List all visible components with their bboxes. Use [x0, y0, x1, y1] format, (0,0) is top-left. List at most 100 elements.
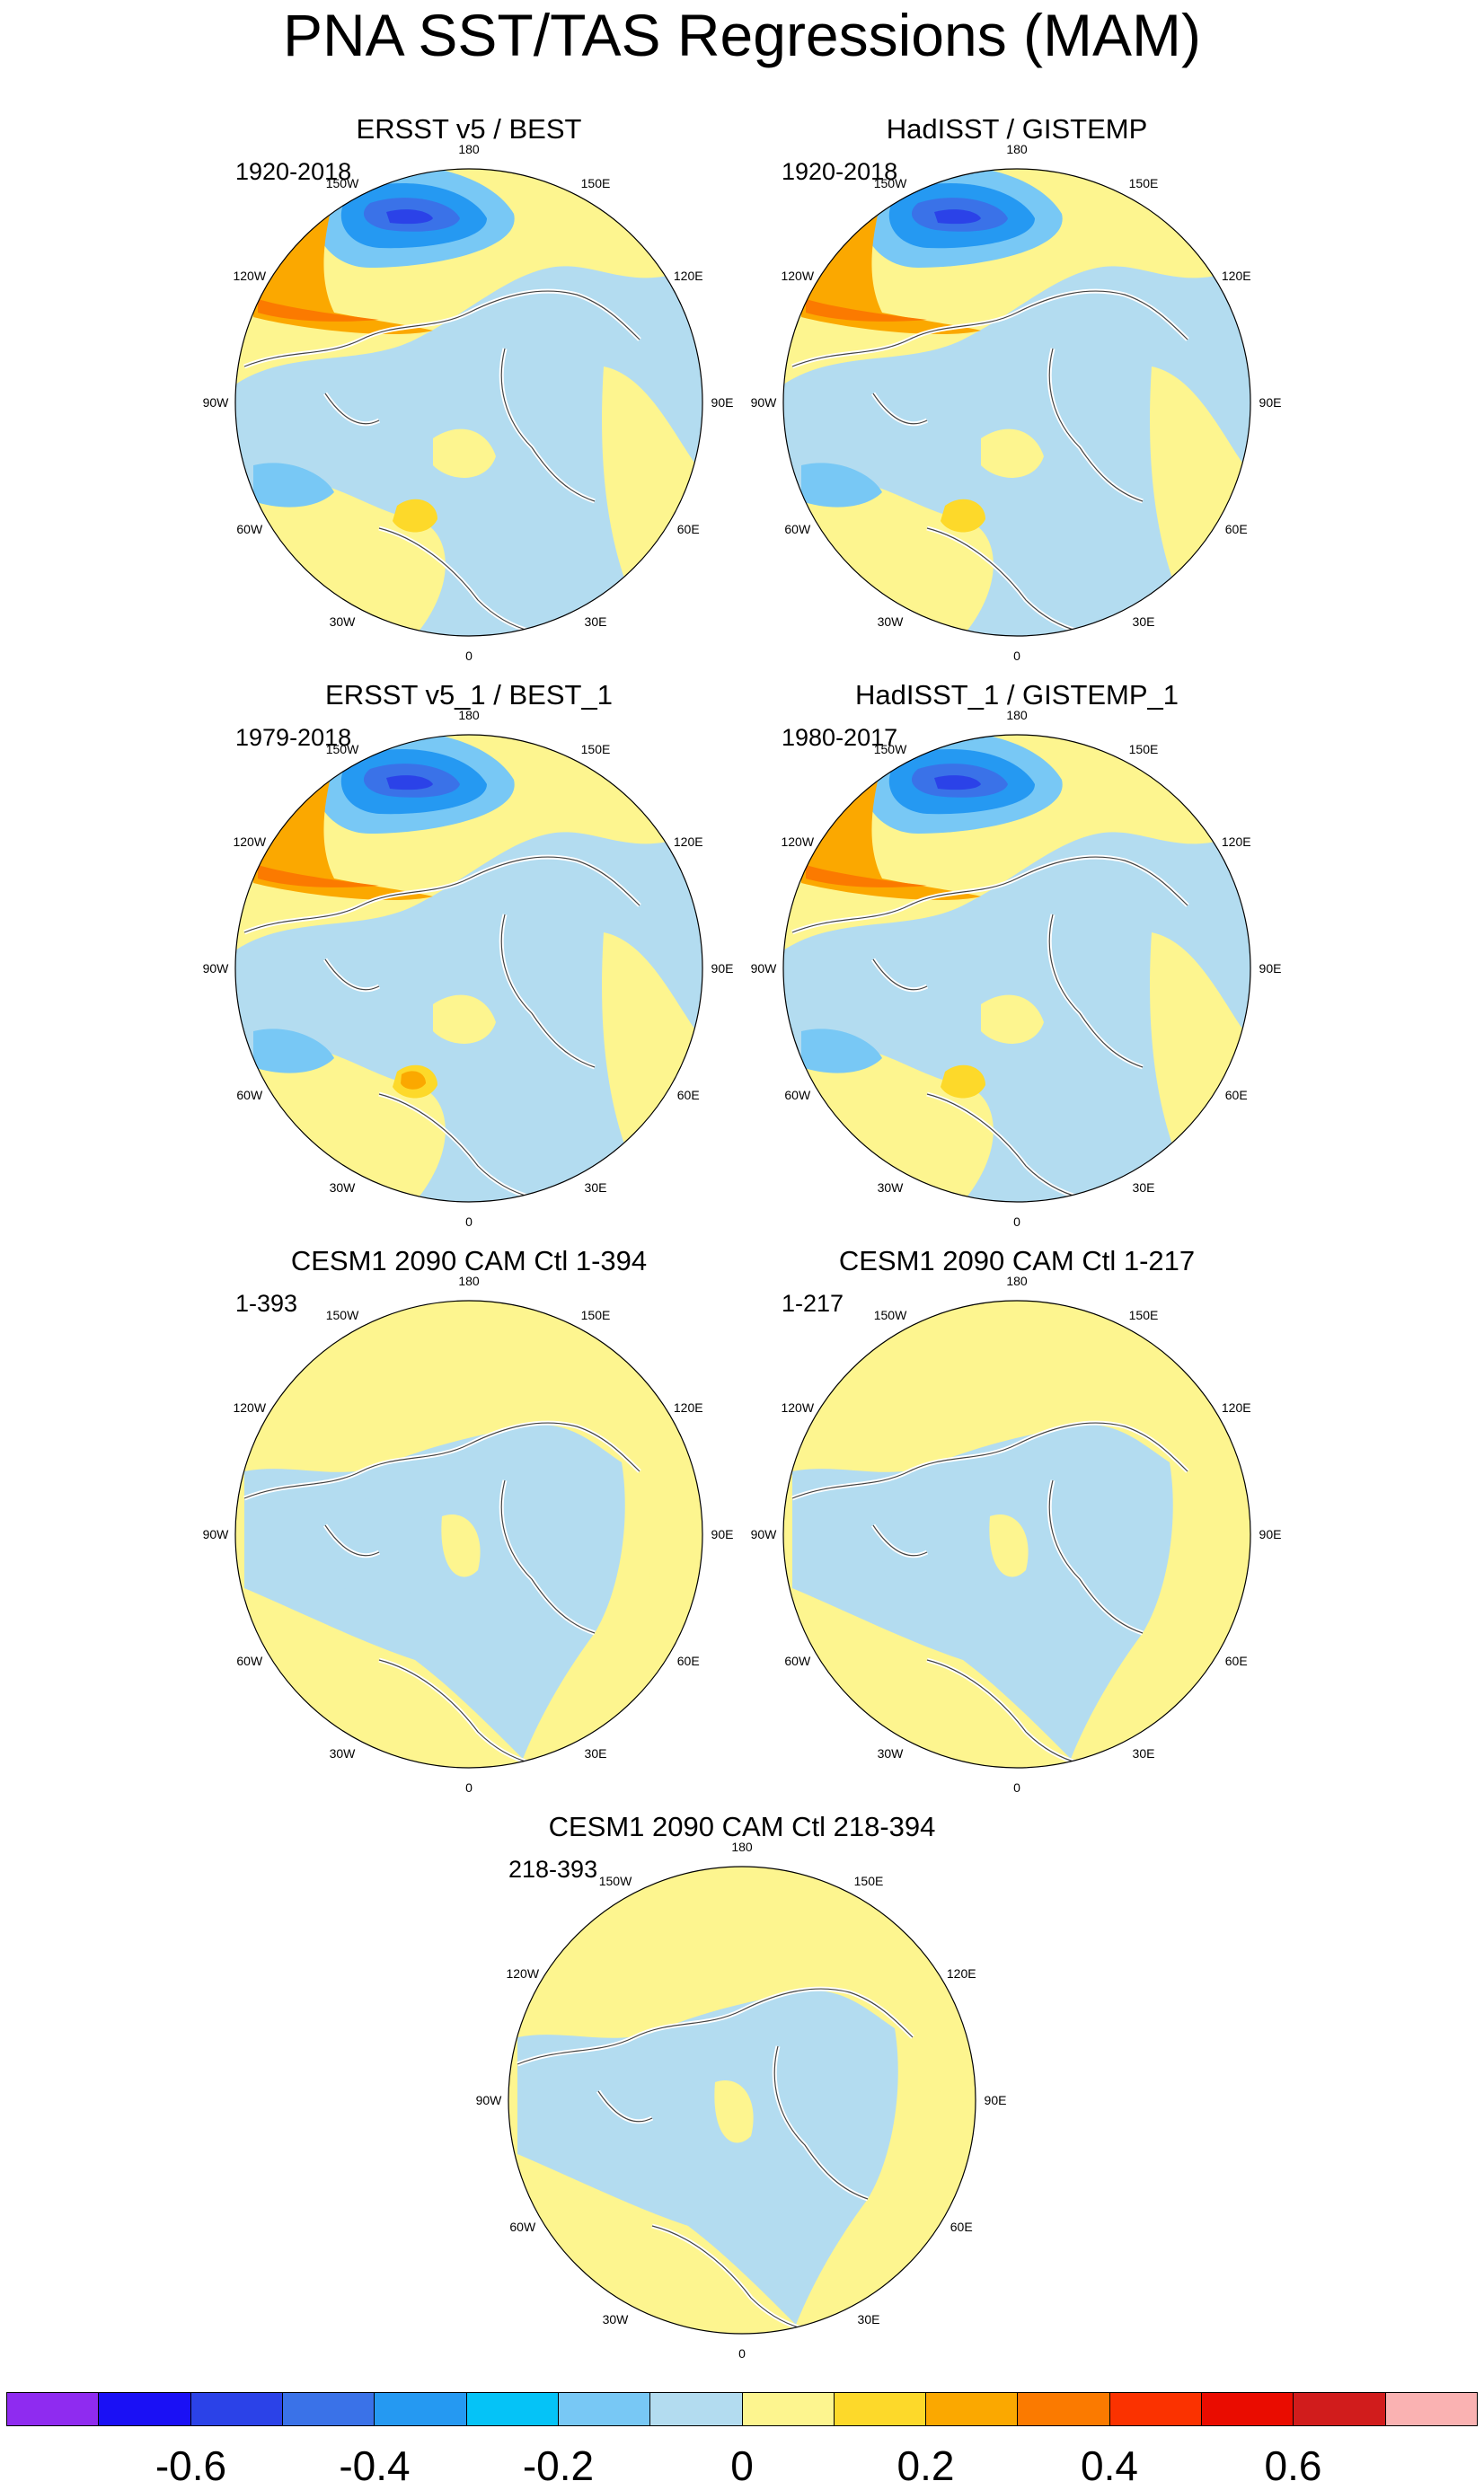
coastline	[517, 1988, 914, 2330]
panel-period: 1-217	[782, 1290, 844, 1317]
longitude-label: 60E	[950, 2220, 973, 2234]
warm-region	[714, 2080, 754, 2143]
longitude-label: 90W	[750, 961, 777, 976]
longitude-label: 180	[458, 708, 480, 722]
longitude-label: 30E	[1132, 1180, 1155, 1196]
warm-region	[806, 865, 927, 887]
longitude-label: 60W	[236, 1654, 263, 1668]
longitude-label: 60W	[784, 522, 811, 536]
cool-region	[881, 1498, 999, 1597]
panel-title: CESM1 2090 CAM Ctl 1-394	[290, 1245, 648, 1276]
longitude-label: 60E	[1224, 1088, 1248, 1102]
longitude-label: 90E	[1259, 1527, 1282, 1541]
color-swatch	[282, 2393, 375, 2425]
color-swatch	[742, 2393, 835, 2425]
cold-region	[801, 463, 882, 508]
longitude-label: 60E	[1224, 522, 1248, 536]
warm-region	[622, 1453, 698, 1536]
longitude-label: 150E	[1128, 741, 1159, 756]
panel-title: CESM1 2090 CAM Ctl 218-394	[548, 1811, 936, 1842]
color-legend-tick: 0.6	[1264, 2442, 1322, 2489]
longitude-label: 120E	[673, 834, 703, 849]
longitude-label: 150W	[325, 175, 359, 190]
color-swatch	[190, 2393, 283, 2425]
longitude-label: 180	[458, 1274, 480, 1288]
longitude-label: 60W	[509, 2220, 536, 2234]
map-border	[782, 1300, 1251, 1769]
warm-region	[981, 428, 1044, 478]
longitude-label: 0	[1013, 1214, 1020, 1229]
cool-region	[606, 2064, 724, 2163]
color-swatch	[834, 2393, 927, 2425]
longitude-label: 30E	[1132, 1746, 1155, 1762]
longitude-label: 60E	[676, 1654, 700, 1668]
longitude-label: 120E	[946, 1966, 976, 1981]
longitude-label: 180	[1006, 1274, 1028, 1288]
longitude-label: 90E	[984, 2093, 1007, 2107]
longitude-label: 30W	[329, 614, 356, 630]
color-swatch	[1294, 2393, 1386, 2425]
map-field	[235, 1301, 702, 1768]
warm-region	[258, 865, 379, 887]
longitude-label: 90W	[475, 2093, 502, 2107]
longitude-label: 150E	[853, 1873, 884, 1888]
longitude-label: 120W	[233, 1400, 267, 1415]
panel-period: 218-393	[508, 1856, 598, 1883]
cold-region	[801, 1029, 882, 1073]
longitude-label: 30E	[584, 614, 607, 630]
longitude-label: 180	[458, 142, 480, 156]
longitude-label: 30E	[857, 2312, 880, 2327]
color-swatch	[650, 2393, 743, 2425]
longitude-label: 180	[1006, 142, 1028, 156]
longitude-label: 150E	[580, 175, 611, 190]
longitude-label: 60E	[1224, 1654, 1248, 1668]
longitude-label: 60W	[236, 1088, 263, 1102]
cold-region	[386, 209, 433, 225]
color-legend-tick: -0.2	[522, 2442, 595, 2489]
longitude-label: 150E	[1128, 1307, 1159, 1322]
polar-map	[782, 1300, 1251, 1769]
color-swatch	[558, 2393, 651, 2425]
longitude-label: 150W	[873, 1307, 907, 1322]
longitude-label: 30W	[877, 614, 904, 630]
cold-region	[253, 463, 334, 508]
longitude-label: 120E	[673, 1400, 703, 1415]
warm-region	[895, 2019, 971, 2102]
longitude-label: 180	[1006, 708, 1028, 722]
longitude-label: 90E	[711, 1527, 734, 1541]
longitude-label: 150W	[598, 1873, 632, 1888]
longitude-label: 90W	[750, 1527, 777, 1541]
cold-region	[386, 775, 433, 790]
warm-region	[1170, 1453, 1246, 1536]
longitude-label: 0	[465, 1214, 473, 1229]
longitude-label: 90E	[711, 395, 734, 410]
longitude-label: 120W	[781, 269, 815, 283]
longitude-label: 150E	[580, 1307, 611, 1322]
warm-region	[258, 299, 379, 322]
longitude-label: 0	[738, 2346, 746, 2361]
panel-title: ERSST v5 / BEST	[356, 113, 582, 145]
coastline	[791, 856, 1188, 1198]
warm-region	[433, 994, 496, 1044]
longitude-label: 180	[731, 1840, 753, 1854]
longitude-label: 60W	[236, 522, 263, 536]
longitude-label: 90W	[202, 1527, 229, 1541]
longitude-label: 30W	[329, 1746, 356, 1762]
longitude-label: 150E	[1128, 175, 1159, 190]
coastline	[791, 1422, 1188, 1764]
warm-region	[941, 499, 985, 533]
map-border	[782, 734, 1251, 1203]
coastline	[791, 290, 1188, 632]
polar-map	[508, 1866, 976, 2335]
cool-region	[244, 1425, 625, 1759]
longitude-label: 60W	[784, 1088, 811, 1102]
polar-map	[234, 734, 703, 1203]
longitude-label: 150W	[873, 741, 907, 756]
longitude-label: 120W	[506, 1966, 540, 1981]
longitude-label: 120W	[233, 834, 267, 849]
panel-period: 1920-2018	[782, 158, 898, 185]
longitude-label: 150W	[325, 1307, 359, 1322]
longitude-label: 150W	[873, 175, 907, 190]
longitude-label: 30E	[584, 1746, 607, 1762]
polar-map	[782, 734, 1251, 1203]
